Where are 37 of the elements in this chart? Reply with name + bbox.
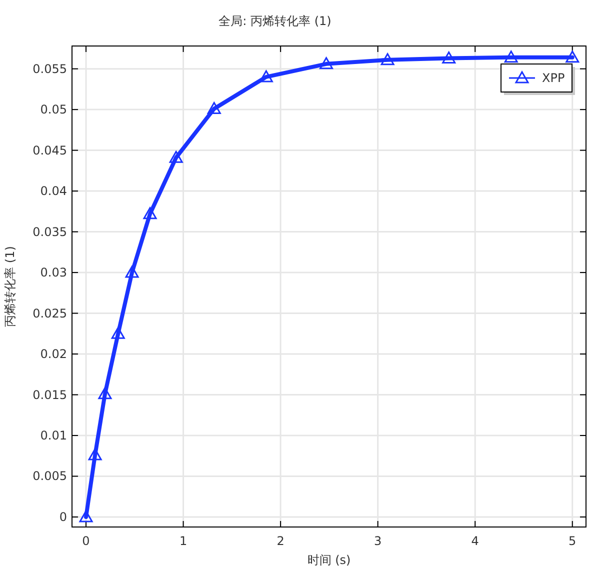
- legend-label: XPP: [542, 71, 565, 85]
- x-tick-label: 3: [374, 534, 382, 548]
- point: [259, 70, 273, 82]
- y-tick-label: 0: [59, 510, 67, 524]
- point: [504, 50, 518, 63]
- x-tick-label: 0: [82, 534, 90, 548]
- y-tick-label: 0.02: [40, 347, 67, 362]
- y-tick-label: 0.05: [40, 102, 67, 117]
- y-tick-label: 0.015: [32, 388, 67, 402]
- point: [380, 53, 394, 66]
- point: [169, 150, 183, 163]
- point: [88, 448, 102, 460]
- x-tick-label: 4: [471, 534, 479, 548]
- y-tick-label: 0.03: [40, 266, 67, 280]
- point: [125, 266, 139, 278]
- x-axis-title: 时间 (s): [307, 553, 351, 567]
- point: [111, 326, 125, 339]
- y-tick-label: 0.04: [40, 184, 67, 198]
- y-tick-label: 0.005: [32, 469, 67, 484]
- point: [320, 57, 334, 70]
- point: [442, 51, 456, 64]
- y-tick-label: 0.055: [32, 62, 67, 76]
- point: [98, 387, 112, 400]
- y-tick-label: 0.025: [32, 306, 67, 320]
- legend: XPP: [500, 64, 575, 95]
- y-axis-title: 丙烯转化率 (1): [3, 246, 17, 327]
- point: [143, 207, 157, 220]
- x-tick-label: 1: [179, 534, 188, 548]
- point: [207, 102, 221, 114]
- point: [79, 510, 93, 522]
- y-tick-label: 0.045: [32, 143, 67, 158]
- chart-title: 全局: 丙烯转化率 (1): [218, 14, 332, 28]
- x-tick-label: 5: [568, 534, 576, 548]
- x-tick-label: 2: [276, 534, 284, 548]
- y-tick-label: 0.035: [32, 224, 67, 239]
- y-tick-label: 0.01: [40, 428, 67, 442]
- point: [566, 50, 580, 63]
